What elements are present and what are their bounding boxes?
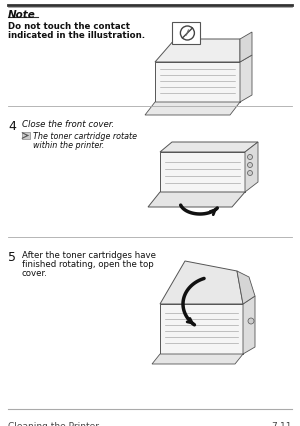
Polygon shape xyxy=(160,262,243,304)
Circle shape xyxy=(248,163,253,168)
Text: indicated in the illustration.: indicated in the illustration. xyxy=(8,31,145,40)
Text: 4: 4 xyxy=(8,120,16,132)
Circle shape xyxy=(248,318,254,324)
Text: The toner cartridge rotate: The toner cartridge rotate xyxy=(33,132,137,141)
Polygon shape xyxy=(237,271,255,304)
Text: finished rotating, open the top: finished rotating, open the top xyxy=(22,259,154,268)
Polygon shape xyxy=(160,304,243,354)
Polygon shape xyxy=(160,153,245,193)
Text: 5: 5 xyxy=(8,250,16,263)
Text: Note: Note xyxy=(8,10,36,20)
Polygon shape xyxy=(155,40,240,63)
Bar xyxy=(172,23,200,45)
Circle shape xyxy=(248,171,253,176)
Text: within the printer.: within the printer. xyxy=(33,141,104,150)
Text: 7-11: 7-11 xyxy=(272,421,292,426)
Text: cover.: cover. xyxy=(22,268,48,277)
Text: Cleaning the Printer: Cleaning the Printer xyxy=(8,421,99,426)
Polygon shape xyxy=(243,296,255,354)
Text: Do not touch the contact: Do not touch the contact xyxy=(8,22,130,31)
Polygon shape xyxy=(245,143,258,193)
Text: Close the front cover.: Close the front cover. xyxy=(22,120,114,129)
Polygon shape xyxy=(240,56,252,103)
Bar xyxy=(22,132,30,140)
Polygon shape xyxy=(145,103,240,116)
Polygon shape xyxy=(155,63,240,103)
Circle shape xyxy=(248,155,253,160)
Polygon shape xyxy=(160,143,258,153)
Text: After the toner cartridges have: After the toner cartridges have xyxy=(22,250,156,259)
Polygon shape xyxy=(240,33,252,63)
Polygon shape xyxy=(152,354,243,364)
Polygon shape xyxy=(148,193,245,207)
